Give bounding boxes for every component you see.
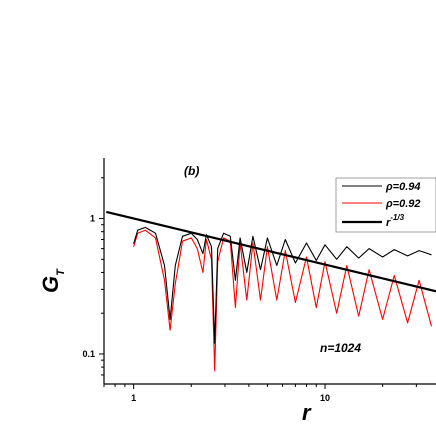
x-axis-label: r — [302, 400, 312, 425]
y-tick-label: 1 — [90, 214, 95, 224]
y-tick-label: 0.1 — [82, 349, 95, 359]
y-axis-label-main: G — [38, 276, 63, 293]
legend-box — [335, 177, 436, 233]
y-axis-label-sub: T — [55, 268, 67, 276]
series-line-rho-094 — [133, 226, 432, 344]
axes — [103, 158, 436, 385]
x-tick-label: 10 — [320, 393, 330, 403]
x-tick-label: 1 — [131, 393, 136, 403]
series-line-rho-092 — [133, 229, 433, 372]
plot-area — [106, 210, 436, 372]
series-line-power-law — [106, 210, 436, 293]
annotation-text: n=1024 — [320, 341, 361, 355]
legend: ρ=0.94 ρ=0.92 r-1/3 — [335, 177, 436, 233]
y-axis-label: GT — [38, 268, 67, 293]
legend-label-power-law-exp: -1/3 — [390, 213, 404, 222]
legend-label-rho-092: ρ=0.92 — [385, 198, 421, 210]
legend-label-rho-094: ρ=0.94 — [385, 181, 421, 193]
legend-label-power-law-base: r — [386, 217, 391, 229]
panel-label: (b) — [184, 164, 199, 178]
legend-label-power-law: r-1/3 — [386, 213, 405, 229]
ticks: 1 10 0.1 1 — [82, 177, 417, 403]
